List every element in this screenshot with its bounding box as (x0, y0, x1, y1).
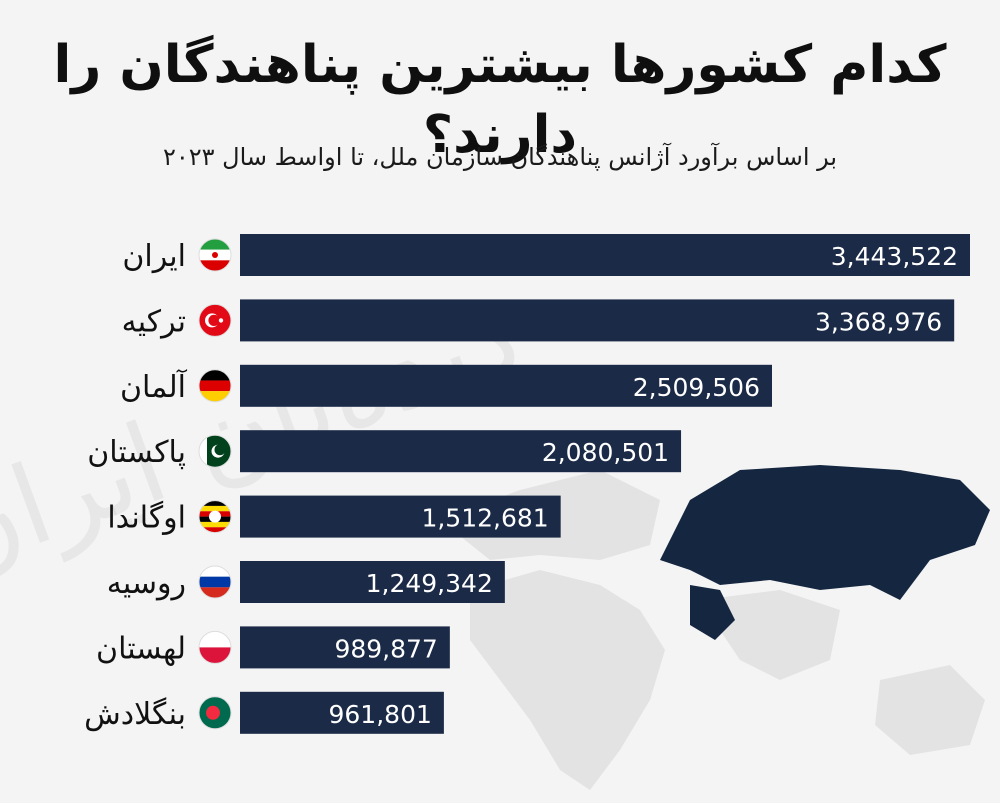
turkey-flag-icon (198, 303, 232, 337)
iran-flag-icon (198, 238, 232, 272)
bar-row: 3,443,522 ایران (122, 234, 970, 276)
bar (240, 495, 561, 538)
category-label: آلمان (120, 369, 188, 405)
bar (240, 430, 682, 473)
bar (240, 234, 970, 276)
category-label: لهستان (96, 631, 186, 666)
bar-row: 2,080,501 پاکستان (87, 430, 682, 473)
bar-row: 2,509,506 آلمان (120, 364, 772, 407)
bar (240, 364, 772, 407)
bar-value-label: 989,877 (334, 634, 437, 663)
bar-value-label: 2,080,501 (542, 438, 669, 467)
bar (240, 626, 450, 669)
south-asia-shape (700, 590, 840, 680)
bar-value-label: 2,509,506 (633, 373, 760, 402)
bar-row: 961,801 بنگلادش (84, 691, 444, 734)
category-label: روسیه (107, 566, 186, 601)
category-label: پاکستان (87, 435, 186, 470)
page-subtitle: بر اساس برآورد آژانس پناهندگان سازمان مل… (162, 143, 838, 171)
bar-value-label: 1,249,342 (366, 569, 493, 598)
uganda-flag-icon (198, 500, 232, 534)
germany-flag-icon (198, 369, 232, 403)
bar-row: 1,512,681 اوگاندا (107, 495, 561, 538)
russia-flag-icon (198, 565, 232, 599)
bar-row: 989,877 لهستان (96, 626, 450, 669)
page-title: کدام کشورها بیشترین پناهندگان را دارند؟ (53, 35, 947, 165)
category-label: اوگاندا (107, 501, 186, 536)
pakistan-flag-icon (198, 434, 232, 468)
poland-flag-icon (198, 630, 232, 664)
category-label: بنگلادش (84, 697, 186, 732)
bar-value-label: 961,801 (329, 700, 432, 729)
bar-value-label: 3,368,976 (815, 307, 942, 336)
bar (240, 691, 444, 734)
bar-row: 1,249,342 روسیه (107, 561, 505, 603)
bar-row: 3,368,976 ترکیه (122, 299, 955, 342)
bar (240, 561, 505, 603)
australia-shape (875, 665, 985, 755)
africa-shape (470, 570, 665, 790)
bar-value-label: 3,443,522 (831, 242, 958, 271)
highlight-region-shape (660, 465, 990, 600)
highlight-region-south (690, 585, 735, 640)
category-label: ترکیه (122, 304, 186, 339)
category-label: ایران (122, 239, 186, 274)
bangladesh-flag-icon (198, 696, 232, 730)
bar (240, 299, 955, 342)
bars-layer: 3,443,522 ایران 3,368,976 ترکیه 2,509,506 آلم… (84, 234, 970, 734)
bar-value-label: 1,512,681 (421, 504, 548, 533)
